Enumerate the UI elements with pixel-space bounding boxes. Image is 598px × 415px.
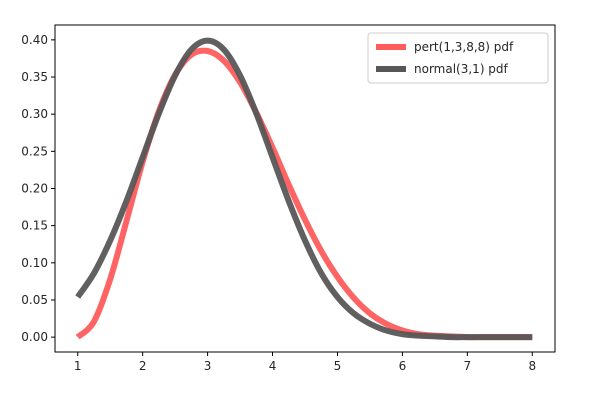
y-tick-label: 0.00 [21,330,48,344]
series-line-normal [75,37,533,341]
legend-label: pert(1,3,8,8) pdf [414,40,514,54]
legend-box [367,32,549,84]
x-tick-label: 5 [334,359,342,373]
y-tick-label: 0.10 [21,256,48,270]
legend-label: normal(3,1) pdf [414,62,509,76]
series-line-pert [75,47,533,341]
x-tick-label: 7 [464,359,472,373]
y-tick-label: 0.25 [21,144,48,158]
x-tick-label: 6 [399,359,407,373]
y-tick-label: 0.40 [21,33,48,47]
y-tick-label: 0.20 [21,182,48,196]
x-axis: 1 2 3 4 5 6 7 8 [74,352,536,373]
x-tick-label: 3 [204,359,212,373]
x-tick-label: 1 [74,359,82,373]
series-group [75,37,533,341]
y-tick-label: 0.15 [21,219,48,233]
x-tick-label: 8 [528,359,536,373]
y-tick-label: 0.35 [21,70,48,84]
y-tick-label: 0.05 [21,293,48,307]
x-tick-label: 4 [269,359,277,373]
y-axis: 0.00 0.05 0.10 0.15 0.20 0.25 0.30 0.35 0.40 [21,33,55,344]
y-tick-label: 0.30 [21,107,48,121]
legend: pert(1,3,8,8) pdf normal(3,1) pdf [367,32,549,84]
x-tick-label: 2 [139,359,147,373]
